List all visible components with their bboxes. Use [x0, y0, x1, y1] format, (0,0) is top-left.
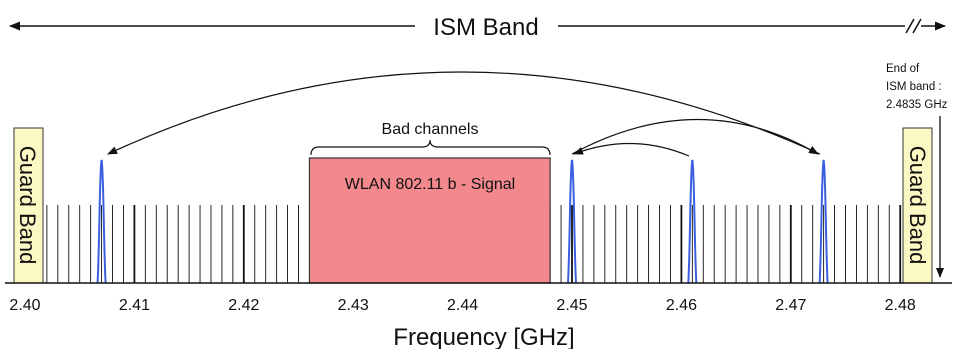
axis-label: Frequency [GHz]: [393, 324, 574, 349]
end-note-line-1: End of: [886, 63, 920, 75]
axis-tick-label: 2.48: [885, 297, 916, 314]
wlan-signal-label: WLAN 802.11 b - Signal: [345, 176, 515, 193]
hopping-pulse: [96, 159, 107, 284]
end-note-line-2: ISM band :: [886, 81, 942, 93]
bad-channels-label: Bad channels: [382, 121, 479, 138]
guard-band-left: Guard Band: [13, 127, 44, 284]
bad-channels-bracket: [310, 139, 551, 156]
frequency-axis: 2.40 2.41 2.42 2.43 2.44 2.45 2.46 2.47 2.48 Fre…: [5, 282, 952, 349]
axis-tick-label: 2.46: [666, 297, 697, 314]
hop-arrow-short: [573, 142, 690, 157]
axis-tick-label: 2.44: [447, 297, 478, 314]
axis-break-mark-2: [912, 18, 922, 34]
guard-band-left-box: [13, 127, 44, 284]
hopping-pulse: [818, 159, 829, 284]
ism-band-span: ISM Band: [9, 14, 946, 41]
end-note-line-3: 2.4835 GHz: [886, 99, 948, 111]
hopping-pulses: [96, 159, 829, 284]
guard-band-right: Guard Band: [902, 127, 933, 284]
end-of-band-note: End of ISM band : 2.4835 GHz: [886, 63, 948, 278]
hop-arrow-long: [107, 71, 821, 155]
ism-band-title: ISM Band: [433, 14, 538, 41]
axis-tick-label: 2.45: [556, 297, 587, 314]
hop-arrows: [107, 71, 821, 157]
hopping-pulse: [687, 159, 698, 284]
guard-band-left-label: Guard Band: [15, 146, 40, 265]
axis-tick-label: 2.42: [228, 297, 259, 314]
wlan-signal: WLAN 802.11 b - Signal: [308, 157, 551, 284]
bad-channels-brace: Bad channels: [310, 121, 551, 156]
guard-band-right-label: Guard Band: [905, 146, 930, 265]
axis-tick-label: 2.40: [9, 297, 40, 314]
hopping-pulse: [567, 159, 577, 284]
hop-arrow-medium: [571, 119, 819, 155]
axis-tick-label: 2.47: [775, 297, 806, 314]
axis-tick-label: 2.43: [338, 297, 369, 314]
wlan-signal-block: [308, 157, 551, 284]
axis-break-mark-1: [905, 18, 915, 34]
axis-tick-labels: 2.40 2.41 2.42 2.43 2.44 2.45 2.46 2.47 2.48: [9, 297, 915, 314]
axis-tick-label: 2.41: [119, 297, 150, 314]
